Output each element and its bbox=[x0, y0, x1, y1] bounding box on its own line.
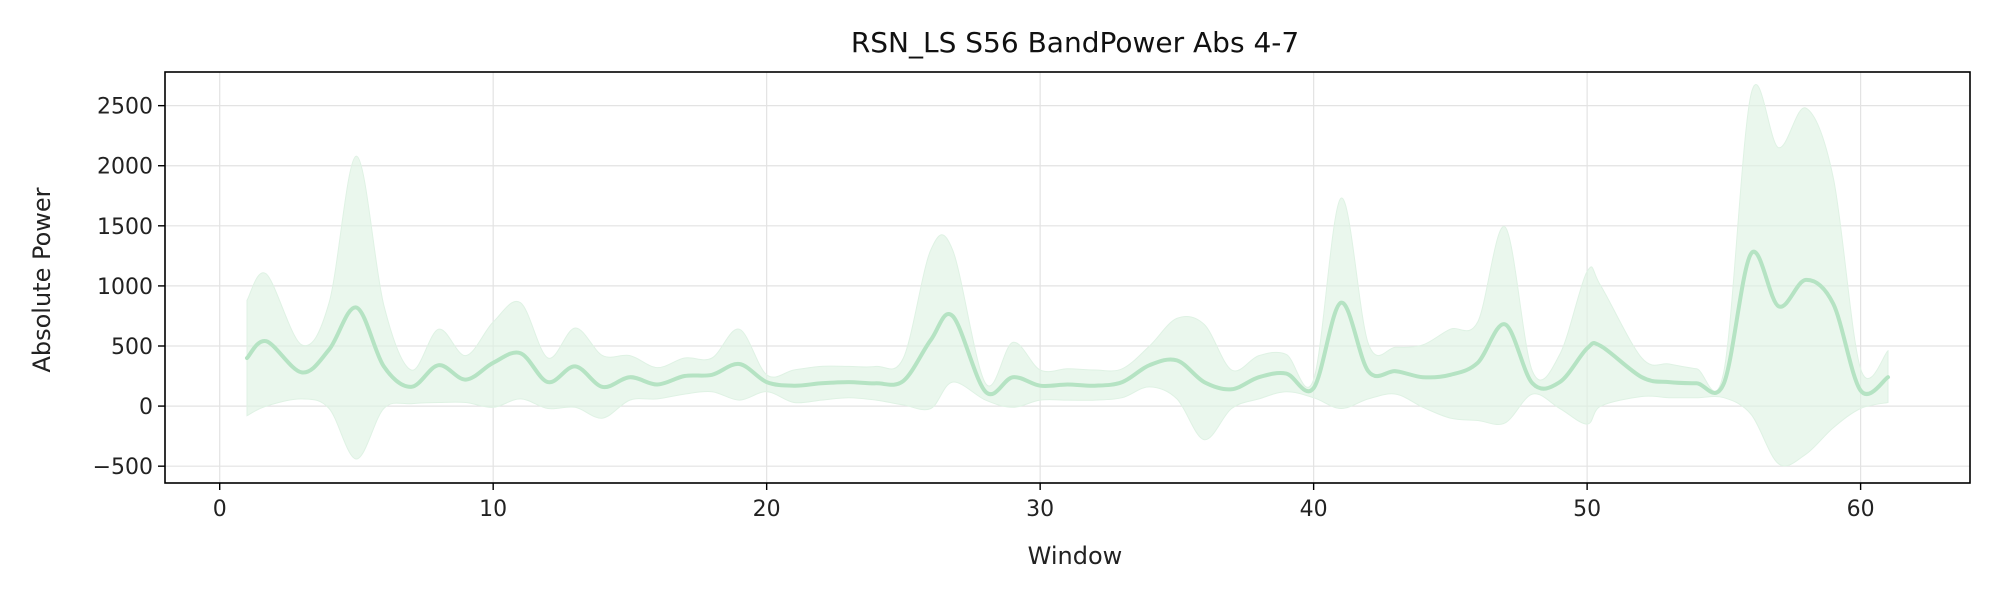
x-axis-label: Window bbox=[1028, 542, 1123, 570]
grid bbox=[165, 72, 1970, 483]
x-tick-label: 0 bbox=[213, 497, 227, 522]
mean-line bbox=[245, 249, 1890, 397]
y-tick-label: 1500 bbox=[97, 215, 153, 240]
x-tick-label: 10 bbox=[479, 497, 507, 522]
chart-title: RSN_LS S56 BandPower Abs 4-7 bbox=[851, 26, 1299, 59]
band-layer bbox=[246, 84, 1889, 467]
y-tick-label: 1000 bbox=[97, 275, 153, 300]
x-tick-label: 20 bbox=[753, 497, 781, 522]
y-ticks: −500 0 500 1000 1500 2000 2500 bbox=[93, 95, 165, 480]
y-tick-label: 2500 bbox=[97, 95, 153, 120]
plot-frame bbox=[164, 71, 1971, 484]
y-tick-label: −500 bbox=[93, 455, 153, 480]
line-layer bbox=[245, 249, 1890, 397]
x-tick-label: 40 bbox=[1300, 497, 1328, 522]
y-tick-label: 2000 bbox=[97, 155, 153, 180]
confidence-band bbox=[246, 84, 1889, 467]
x-tick-label: 50 bbox=[1573, 497, 1601, 522]
x-tick-label: 60 bbox=[1847, 497, 1875, 522]
x-ticks: 0 10 20 30 40 50 60 bbox=[213, 483, 1875, 522]
y-axis-label: Absolute Power bbox=[28, 187, 56, 372]
y-tick-label: 0 bbox=[139, 395, 153, 420]
x-tick-label: 30 bbox=[1026, 497, 1054, 522]
y-tick-label: 500 bbox=[111, 335, 153, 360]
